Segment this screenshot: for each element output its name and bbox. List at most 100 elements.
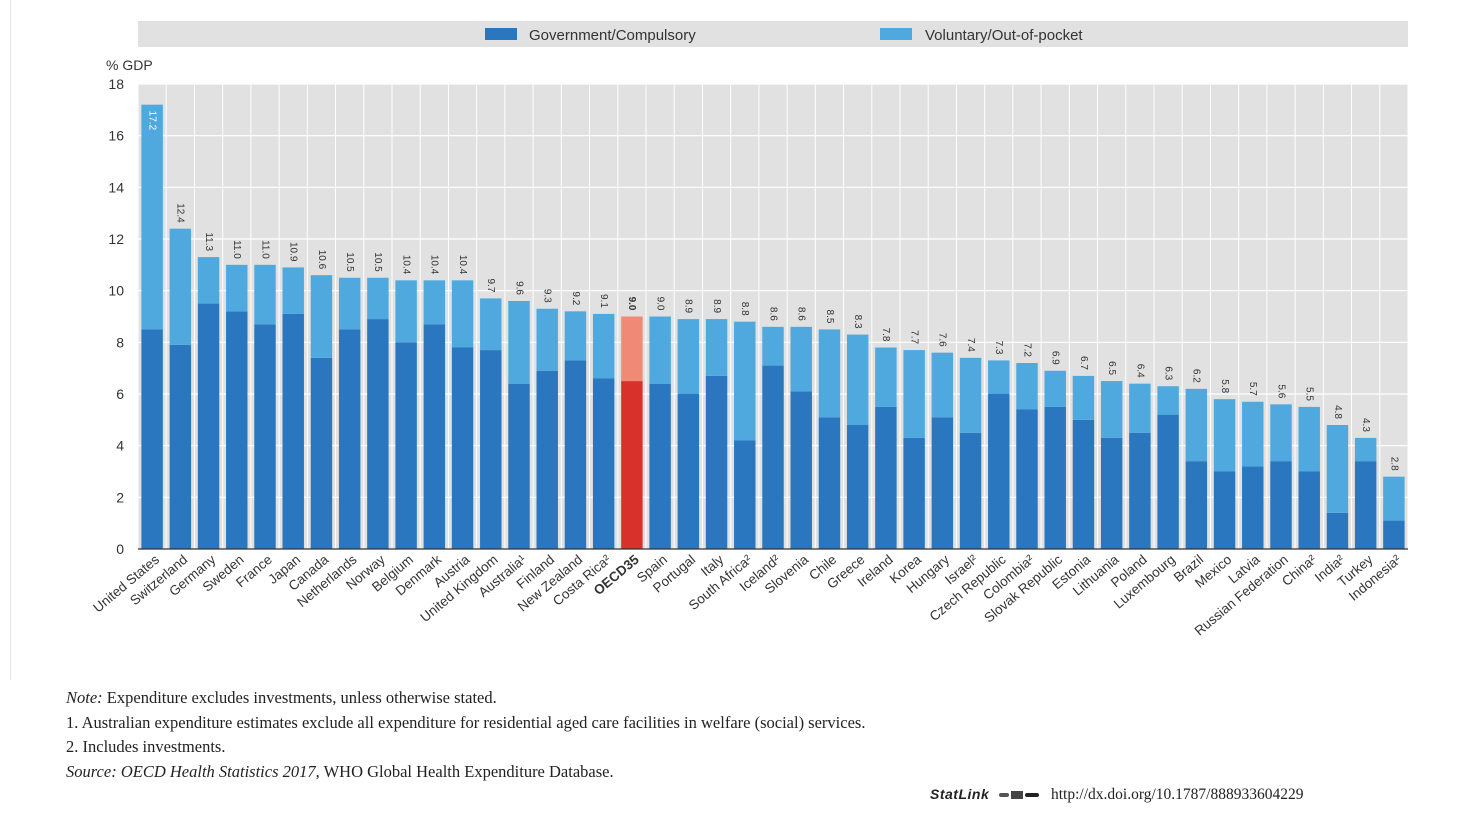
statlink: StatLink http://dx.doi.org/10.1787/88893… xyxy=(930,786,1303,804)
bar-government xyxy=(846,425,869,549)
bar-voluntary xyxy=(564,311,587,361)
bar-voluntary xyxy=(1298,406,1320,472)
bar-voluntary xyxy=(988,360,1010,394)
bar-government xyxy=(480,350,502,549)
bar-government xyxy=(1185,461,1208,549)
data-label-total: 11.0 xyxy=(231,240,242,259)
data-label-total: 6.4 xyxy=(1134,364,1145,378)
bar-voluntary xyxy=(649,316,671,384)
bar-government xyxy=(818,417,841,549)
y-tick-label: 10 xyxy=(108,283,124,299)
bar-government xyxy=(282,313,304,549)
data-label-total: 4.3 xyxy=(1360,418,1371,432)
bar-voluntary xyxy=(310,275,333,358)
data-label-total: 6.9 xyxy=(1050,351,1061,365)
bar-government xyxy=(592,378,615,549)
bar-government xyxy=(790,391,812,549)
bar-voluntary xyxy=(536,308,558,371)
data-label-total: 10.4 xyxy=(400,255,411,275)
note-line: Note: Expenditure excludes investments, … xyxy=(66,686,865,711)
source-line: Source: OECD Health Statistics 2017, WHO… xyxy=(66,760,865,785)
bar-voluntary xyxy=(1213,399,1236,472)
data-label-total: 7.4 xyxy=(965,338,976,352)
bar-government xyxy=(959,432,982,549)
bar-government xyxy=(734,440,756,549)
y-tick-label: 4 xyxy=(116,438,124,454)
bar-government xyxy=(564,360,587,549)
data-label-total: 10.5 xyxy=(344,252,355,272)
data-label-total: 8.9 xyxy=(711,299,722,313)
source-label: Source: xyxy=(66,761,117,781)
bar-voluntary xyxy=(367,277,389,320)
data-label-total: 17.2 xyxy=(146,111,157,131)
bar-government xyxy=(1383,520,1405,549)
bar-voluntary xyxy=(508,301,530,384)
bar-voluntary xyxy=(1044,370,1066,407)
bar-government xyxy=(1242,466,1264,549)
bar-voluntary xyxy=(677,319,700,394)
bar-voluntary xyxy=(931,352,954,418)
bar-government xyxy=(903,437,925,549)
bar-government xyxy=(451,347,474,549)
data-label-total: 2.8 xyxy=(1388,457,1399,471)
data-label-total: 12.4 xyxy=(175,203,186,223)
data-label-total: 10.4 xyxy=(429,255,440,275)
stacked-bar-chart: Government/Compulsory Voluntary/Out-of-po… xyxy=(90,21,1409,639)
bar-voluntary xyxy=(1129,383,1151,433)
bar-voluntary xyxy=(762,326,784,366)
bar-government xyxy=(705,375,728,549)
data-label-total: 7.6 xyxy=(937,333,948,347)
bar-voluntary xyxy=(846,334,869,425)
bar-voluntary xyxy=(705,319,728,376)
bar-government xyxy=(423,324,446,549)
bar-voluntary xyxy=(1157,386,1179,415)
bar-voluntary xyxy=(1016,363,1038,410)
chart-notes: Note: Expenditure excludes investments, … xyxy=(66,686,865,784)
bar-government xyxy=(508,383,530,549)
bar-voluntary xyxy=(1072,375,1095,420)
bar-voluntary xyxy=(790,326,812,392)
data-label-total: 9.6 xyxy=(513,281,524,295)
data-label-total: 10.9 xyxy=(288,242,299,262)
bar-government xyxy=(197,303,220,549)
bar-voluntary xyxy=(197,257,220,304)
data-label-total: 6.5 xyxy=(1106,361,1117,375)
bar-government xyxy=(1072,419,1095,549)
data-label-total: 10.4 xyxy=(457,255,468,275)
data-label-total: 8.6 xyxy=(767,307,778,321)
y-tick-label: 0 xyxy=(116,541,124,557)
bar-voluntary xyxy=(1354,437,1377,462)
bar-voluntary xyxy=(592,313,615,379)
bar-government xyxy=(395,342,417,549)
bar-government xyxy=(1213,471,1236,549)
data-label-total: 6.3 xyxy=(1162,366,1173,380)
data-label-total: 9.0 xyxy=(626,297,637,311)
y-tick-label: 12 xyxy=(108,231,124,247)
bar-government xyxy=(1298,471,1320,549)
source-rest: , WHO Global Health Expenditure Database… xyxy=(315,761,614,781)
data-label-total: 4.8 xyxy=(1332,405,1343,419)
data-label-total: 11.0 xyxy=(259,240,270,259)
bar-voluntary xyxy=(1242,401,1264,467)
bar-government xyxy=(169,344,192,549)
statlink-url[interactable]: http://dx.doi.org/10.1787/888933604229 xyxy=(1050,786,1304,803)
bar-voluntary xyxy=(734,321,756,441)
data-label-total: 8.3 xyxy=(852,315,863,329)
bar-voluntary xyxy=(451,280,474,348)
y-tick-label: 6 xyxy=(116,386,124,402)
bar-voluntary xyxy=(141,104,163,330)
bar-government xyxy=(141,329,163,549)
bar-government xyxy=(649,383,671,549)
legend-swatch-government xyxy=(485,28,517,40)
y-tick-label: 18 xyxy=(108,76,124,92)
bar-government xyxy=(1100,437,1123,549)
data-label-total: 5.8 xyxy=(1219,379,1230,393)
footnote-1: 1. Australian expenditure estimates excl… xyxy=(66,712,866,732)
note-text: Expenditure excludes investments, unless… xyxy=(102,688,497,707)
note-label: Note: xyxy=(66,688,103,707)
bar-government xyxy=(254,324,276,549)
statlink-logo-icon xyxy=(999,791,1040,800)
bar-government xyxy=(762,365,784,549)
bar-voluntary xyxy=(621,316,643,382)
bar-government xyxy=(536,370,558,549)
